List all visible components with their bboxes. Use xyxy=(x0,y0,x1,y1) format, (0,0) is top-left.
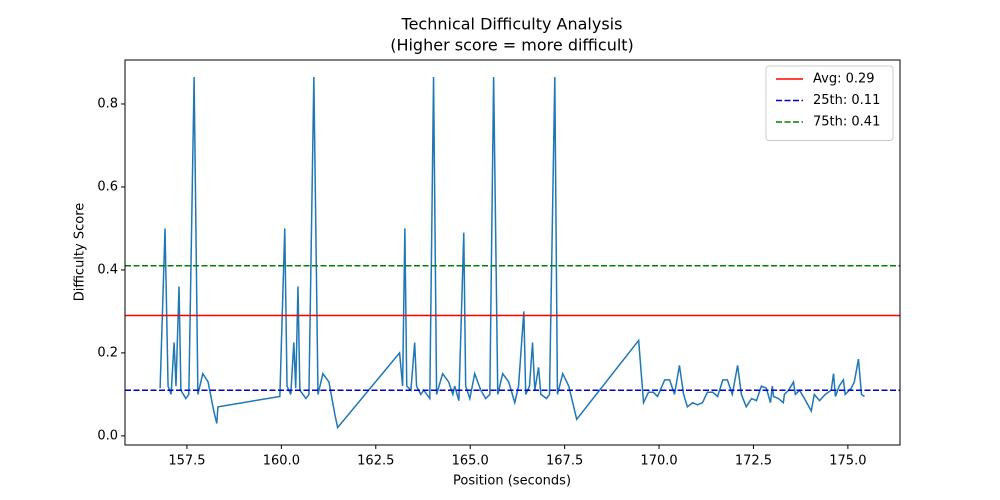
x-tick-label: 167.5 xyxy=(546,454,583,469)
x-tick-label: 165.0 xyxy=(452,454,489,469)
plot-frame xyxy=(124,59,901,446)
y-tick-label: 0.8 xyxy=(97,96,118,111)
x-tick-label: 162.5 xyxy=(357,454,394,469)
legend-label: 25th: 0.11 xyxy=(813,93,880,108)
x-tick-label: 172.5 xyxy=(735,454,772,469)
chart-subtitle: (Higher score = more difficult) xyxy=(390,36,634,55)
x-tick-label: 170.0 xyxy=(640,454,677,469)
x-tick-label: 175.0 xyxy=(829,454,866,469)
y-tick-label: 0.0 xyxy=(97,428,118,443)
data-line xyxy=(159,76,865,430)
legend-label: Avg: 0.29 xyxy=(813,72,875,87)
x-axis-label: Position (seconds) xyxy=(453,474,571,489)
y-tick-label: 0.6 xyxy=(97,179,118,194)
x-tick-label: 157.5 xyxy=(168,454,205,469)
y-tick-label: 0.2 xyxy=(97,345,118,360)
chart-title: Technical Difficulty Analysis xyxy=(401,15,623,34)
x-tick-label: 160.0 xyxy=(263,454,300,469)
legend-label: 75th: 0.41 xyxy=(813,115,880,130)
y-axis-label: Difficulty Score xyxy=(73,203,88,302)
y-tick-label: 0.4 xyxy=(97,262,118,277)
